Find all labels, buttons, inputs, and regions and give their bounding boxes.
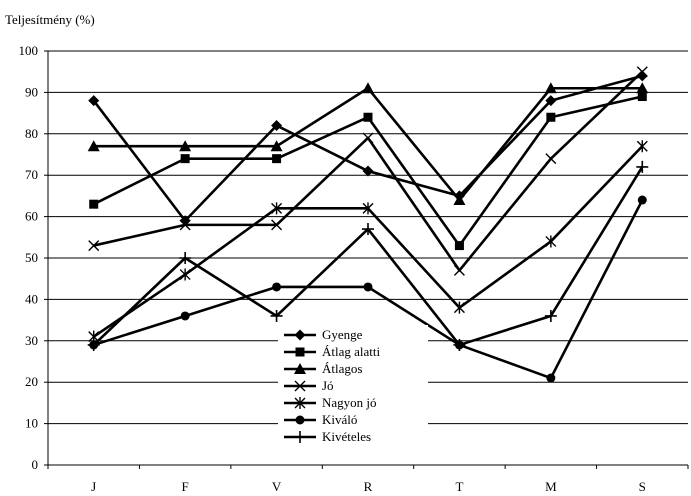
star-marker [179, 268, 191, 281]
square-marker [546, 112, 556, 122]
y-tick-label: 60 [25, 209, 38, 224]
series-nagyon-j [88, 140, 648, 343]
series-group [87, 66, 649, 383]
circle-marker [546, 373, 556, 383]
triangle-marker [87, 140, 100, 152]
star-marker [362, 202, 374, 215]
plus-marker [453, 338, 466, 351]
legend-item: Átlagos [284, 361, 362, 376]
legend-item: Nagyon jó [284, 395, 377, 410]
star-marker [545, 235, 557, 248]
x-tick-label: J [91, 479, 96, 494]
legend-item: Átlag alatti [284, 344, 381, 359]
x-tick-label: T [455, 479, 463, 494]
x-marker [179, 219, 191, 231]
series-gyenge [88, 70, 648, 227]
legend-label: Kiváló [322, 412, 357, 427]
circle-marker [363, 282, 373, 292]
plus-marker [87, 338, 100, 351]
y-tick-label: 20 [25, 374, 38, 389]
triangle-marker [453, 194, 466, 206]
y-axis-title: Teljesítmény (%) [5, 12, 95, 27]
x-marker [362, 132, 374, 144]
legend-item: Jó [284, 378, 334, 393]
triangle-marker [362, 82, 374, 94]
diamond-marker [362, 165, 374, 177]
square-marker [180, 154, 190, 164]
y-tick-label: 30 [25, 333, 38, 348]
x-tick-label: F [182, 479, 189, 494]
star-marker [453, 301, 465, 314]
diamond-marker [294, 329, 306, 341]
legend-label: Nagyon jó [322, 395, 377, 410]
diamond-marker [179, 215, 191, 227]
circle-marker [637, 195, 647, 205]
square-marker [363, 112, 373, 122]
circle-marker [295, 415, 305, 425]
plus-marker [544, 309, 557, 322]
series-line [93, 86, 643, 202]
series-j [88, 66, 648, 276]
legend-label: Átlagos [322, 361, 362, 376]
triangle-marker [544, 82, 557, 94]
x-tick-label: R [364, 479, 373, 494]
x-tick-label: S [639, 479, 646, 494]
triangle-marker [179, 140, 192, 152]
legend-label: Jó [322, 378, 334, 393]
y-axis: 0 10 20 30 40 50 60 70 80 90 100 [19, 43, 49, 472]
triangle-marker [294, 363, 306, 374]
diamond-marker [271, 120, 283, 132]
x-marker [545, 153, 557, 165]
plus-marker [179, 252, 192, 264]
star-marker [294, 397, 306, 409]
legend-label: Átlag alatti [322, 344, 381, 359]
square-marker [637, 92, 647, 102]
y-tick-label: 50 [25, 250, 38, 265]
plus-marker [636, 160, 649, 173]
legend-item: Kiváló [284, 412, 357, 427]
star-marker [636, 140, 648, 153]
x-marker [453, 264, 465, 276]
y-tick-label: 0 [32, 457, 39, 472]
plus-marker [294, 431, 306, 443]
square-marker [89, 199, 99, 209]
y-tick-label: 100 [19, 43, 39, 58]
star-marker [271, 202, 283, 215]
y-tick-label: 70 [25, 167, 38, 182]
circle-marker [180, 311, 190, 321]
square-marker [454, 241, 464, 251]
circle-marker [272, 282, 282, 292]
legend-label: Kivételes [322, 429, 371, 444]
y-tick-label: 90 [25, 84, 38, 99]
legend: Gyenge Átlag alatti Átlagos Jó Nagyon jó Kivá… [278, 325, 428, 447]
plus-marker [270, 309, 283, 322]
square-marker [295, 347, 305, 357]
x-tick-label: V [272, 479, 282, 494]
x-marker [294, 380, 306, 392]
series-tlag-alatti [89, 92, 647, 251]
triangle-marker [636, 82, 649, 94]
diamond-marker [545, 95, 557, 107]
legend-item: Gyenge [284, 327, 363, 342]
x-marker [271, 219, 283, 231]
diamond-marker [88, 95, 100, 107]
triangle-marker [270, 140, 283, 152]
y-tick-label: 80 [25, 126, 38, 141]
y-tick-label: 10 [25, 416, 38, 431]
legend-item: Kivételes [284, 429, 371, 444]
plus-marker [362, 223, 374, 236]
square-marker [272, 154, 282, 164]
series-tlagos [87, 82, 649, 206]
x-marker [88, 240, 100, 252]
series-kiv-teles [87, 160, 649, 351]
y-tick-label: 40 [25, 291, 38, 306]
legend-label: Gyenge [322, 327, 363, 342]
x-tick-label: M [545, 479, 557, 494]
x-marker [636, 66, 648, 78]
